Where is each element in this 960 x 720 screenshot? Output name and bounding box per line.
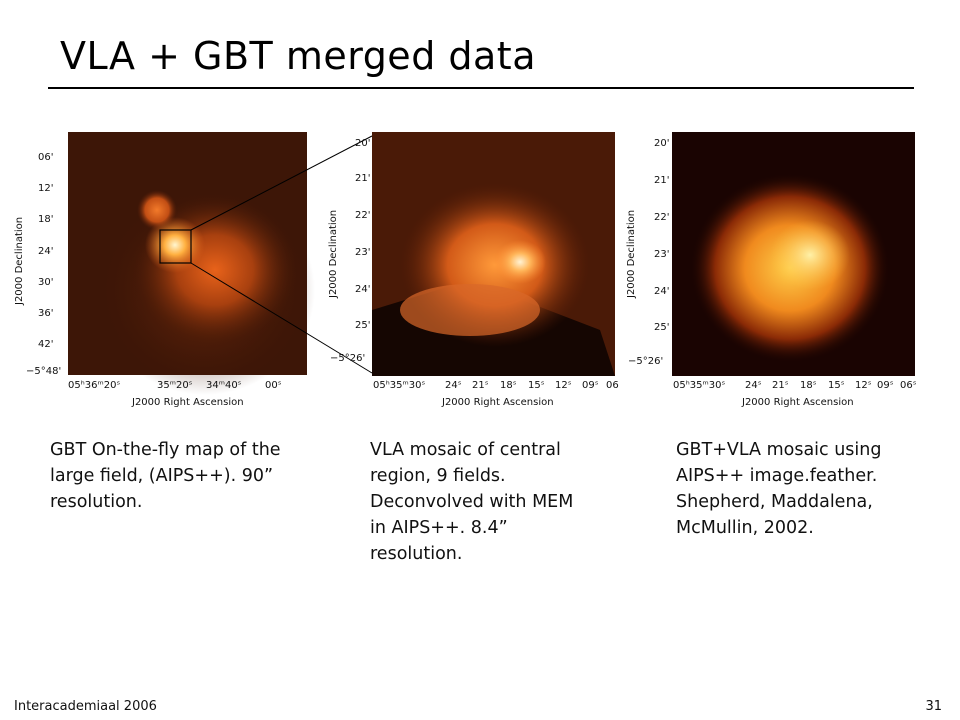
footer-left: Interacademiaal 2006 [14, 699, 157, 714]
x-tick: 12ˢ [555, 380, 572, 391]
x-tick: 05ʰ36ᵐ20ˢ [68, 380, 121, 391]
y-tick: 21' [355, 173, 371, 184]
x-tick: 12ˢ [855, 380, 872, 391]
x-tick: 05ʰ35ᵐ30ˢ [673, 380, 726, 391]
y-tick: 23' [654, 249, 670, 260]
caption-line: resolution. [50, 492, 143, 512]
combined-caption: GBT+VLA mosaic using AIPS++ image.feathe… [676, 437, 936, 541]
x-tick: 15ˢ [828, 380, 845, 391]
x-tick: 06 [606, 380, 619, 391]
y-tick: 12' [38, 183, 54, 194]
slide-title: VLA + GBT merged data [60, 34, 536, 78]
y-tick: 36' [38, 308, 54, 319]
y-tick: 25' [355, 320, 371, 331]
x-tick: 09ˢ [582, 380, 599, 391]
y-tick: 42' [38, 339, 54, 350]
x-tick: 00ˢ [265, 380, 282, 391]
y-tick: 30' [38, 277, 54, 288]
y-tick: 20' [355, 138, 371, 149]
y-tick: 24' [355, 284, 371, 295]
caption-line: region, 9 fields. [370, 466, 506, 486]
caption-line: in AIPS++. 8.4” [370, 518, 508, 538]
x-tick: 15ˢ [528, 380, 545, 391]
x-axis-label: J2000 Right Ascension [442, 397, 554, 408]
x-tick: 34ᵐ40ˢ [206, 380, 242, 391]
caption-line: Shepherd, Maddalena, [676, 492, 873, 512]
y-tick: −5°26' [628, 356, 664, 367]
x-tick: 35ᵐ20ˢ [157, 380, 193, 391]
y-tick: 21' [654, 175, 670, 186]
x-tick: 24ˢ [445, 380, 462, 391]
caption-line: McMullin, 2002. [676, 518, 814, 538]
x-tick: 18ˢ [500, 380, 517, 391]
y-tick: 20' [654, 138, 670, 149]
x-tick: 05ʰ35ᵐ30ˢ [373, 380, 426, 391]
x-tick: 09ˢ [877, 380, 894, 391]
caption-line: GBT On-the-fly map of the [50, 440, 281, 460]
y-tick: 22' [355, 210, 371, 221]
y-tick: 18' [38, 214, 54, 225]
y-tick: −5°26' [330, 353, 366, 364]
caption-line: AIPS++ image.feather. [676, 466, 878, 486]
x-tick: 21ˢ [772, 380, 789, 391]
x-tick: 21ˢ [472, 380, 489, 391]
x-tick: 24ˢ [745, 380, 762, 391]
y-tick: 24' [38, 246, 54, 257]
page-number: 31 [925, 699, 942, 714]
caption-line: large field, (AIPS++). 90” [50, 466, 274, 486]
y-axis-label: J2000 Declination [626, 209, 637, 298]
caption-line: resolution. [370, 544, 463, 564]
x-axis-label: J2000 Right Ascension [742, 397, 854, 408]
caption-line: Deconvolved with MEM [370, 492, 574, 512]
x-axis-label: J2000 Right Ascension [132, 397, 244, 408]
caption-line: GBT+VLA mosaic using [676, 440, 882, 460]
title-divider [48, 87, 914, 89]
y-tick: 22' [654, 212, 670, 223]
x-tick: 06ˢ [900, 380, 917, 391]
y-tick: 25' [654, 322, 670, 333]
y-tick: 06' [38, 152, 54, 163]
y-tick: 23' [355, 247, 371, 258]
y-tick: −5°48' [26, 366, 62, 377]
gbt-caption: GBT On-the-fly map of the large field, (… [50, 437, 340, 515]
vla-caption: VLA mosaic of central region, 9 fields. … [370, 437, 630, 567]
x-tick: 18ˢ [800, 380, 817, 391]
y-tick: 24' [654, 286, 670, 297]
caption-line: VLA mosaic of central [370, 440, 561, 460]
